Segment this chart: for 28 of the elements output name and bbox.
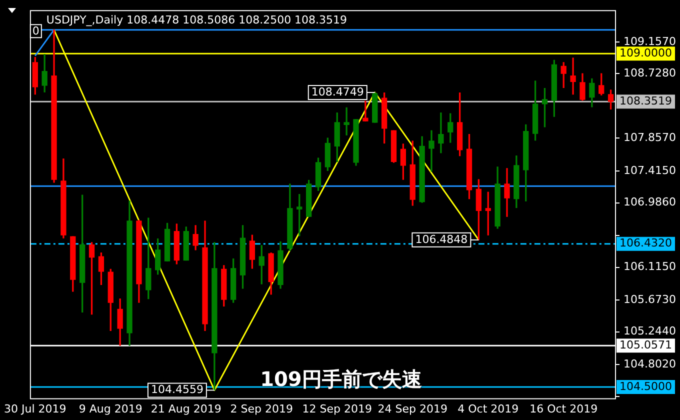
- x-tick-label: 30 Jul 2019: [4, 402, 66, 416]
- y-tick-label: 105.6730: [624, 292, 676, 306]
- x-tick-label: 4 Oct 2019: [458, 402, 519, 416]
- y-tick-label: 107.8570: [624, 131, 676, 144]
- y-tick-label: 109.1570: [624, 34, 676, 48]
- chart-title: USDJPY_,Daily 108.4478 108.5086 108.2500 108.3519: [46, 13, 348, 26]
- y-tick-label: 108.7280: [624, 66, 676, 80]
- x-tick-label: 21 Aug 2019: [150, 402, 222, 416]
- ref-line-label: 105.0571: [620, 338, 672, 352]
- x-tick-label: 9 Aug 2019: [78, 402, 142, 416]
- y-tick-label: 106.1150: [624, 260, 676, 274]
- y-tick-label: 106.9860: [624, 196, 676, 209]
- x-tick-label: 16 Oct 2019: [530, 402, 598, 416]
- x-tick-label: 2 Sep 2019: [230, 402, 293, 416]
- x-tick-label: 12 Sep 2019: [302, 402, 372, 416]
- annotation: 0: [32, 24, 40, 38]
- ref-line-label: 104.5000: [620, 380, 672, 393]
- x-tick-label: 24 Sep 2019: [378, 402, 448, 416]
- y-tick-label: 107.4150: [624, 164, 676, 177]
- ref-line-label: 106.4320: [620, 236, 672, 250]
- ref-line-label: 109.0000: [620, 46, 672, 60]
- y-tick-label: 104.8020: [624, 357, 676, 370]
- annotation: 109円手前で失速: [260, 367, 422, 392]
- ref-line-label: 108.3519: [620, 94, 672, 108]
- y-tick-label: 105.2440: [624, 324, 676, 338]
- data-label: 104.4559: [150, 383, 204, 396]
- data-label: 108.4749: [311, 85, 364, 98]
- data-label: 106.4848: [415, 232, 468, 246]
